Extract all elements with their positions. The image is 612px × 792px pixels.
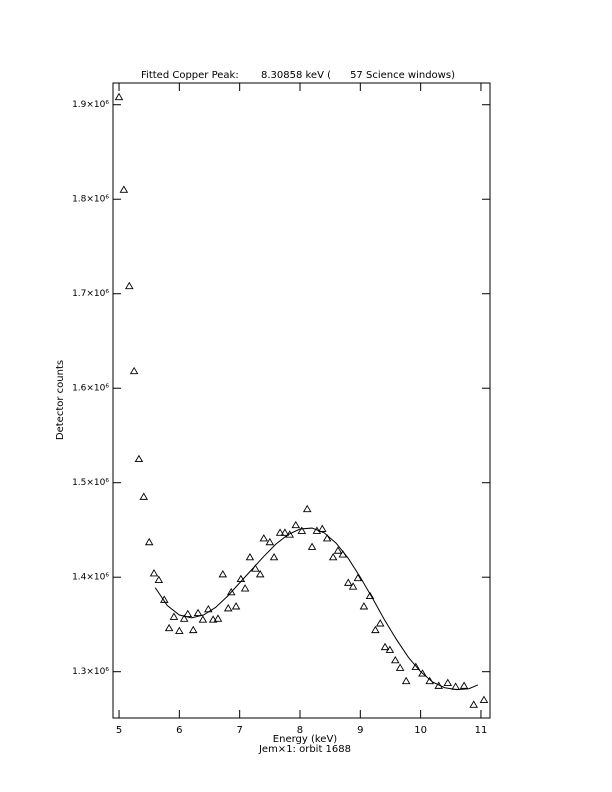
data-point bbox=[459, 681, 469, 689]
data-point bbox=[179, 614, 189, 622]
data-point bbox=[318, 524, 327, 532]
y-tick-label: 1.5×10⁶ bbox=[72, 478, 109, 488]
data-point bbox=[218, 569, 228, 578]
x-tick-label: 8 bbox=[297, 725, 303, 736]
data-point bbox=[119, 185, 129, 193]
data-point bbox=[291, 520, 301, 529]
data-point bbox=[159, 595, 169, 603]
data-point bbox=[333, 546, 343, 554]
x-tick-label: 6 bbox=[176, 725, 182, 736]
data-point bbox=[302, 504, 312, 513]
y-axis-label: Detector counts bbox=[55, 360, 66, 440]
y-tick-label: 1.9×10⁶ bbox=[72, 100, 109, 110]
x-tick-label: 10 bbox=[414, 725, 427, 736]
y-tick-label: 1.8×10⁶ bbox=[72, 195, 109, 205]
data-point bbox=[169, 612, 179, 620]
data-point bbox=[371, 625, 380, 634]
data-point bbox=[365, 591, 375, 600]
data-point bbox=[231, 602, 241, 610]
y-tick-label: 1.7×10⁶ bbox=[72, 289, 109, 299]
data-point bbox=[223, 603, 233, 612]
data-point bbox=[139, 492, 149, 500]
data-point bbox=[297, 526, 307, 534]
data-point bbox=[443, 678, 453, 686]
subtitle: Jem×1: orbit 1688 bbox=[258, 744, 351, 755]
data-point bbox=[385, 645, 395, 653]
data-point bbox=[343, 578, 353, 586]
x-tick-label: 11 bbox=[475, 725, 488, 736]
x-axis-label: Energy (keV) bbox=[273, 734, 338, 745]
data-point bbox=[213, 614, 223, 622]
data-point bbox=[322, 534, 332, 542]
data-point bbox=[226, 587, 236, 596]
data-point bbox=[144, 537, 154, 546]
data-point bbox=[193, 608, 203, 617]
data-point bbox=[175, 626, 184, 635]
data-point bbox=[353, 573, 363, 582]
data-point bbox=[125, 281, 134, 290]
data-point bbox=[395, 663, 405, 671]
data-point bbox=[134, 454, 144, 463]
data-point bbox=[245, 552, 255, 561]
data-point bbox=[307, 542, 317, 550]
data-point bbox=[188, 625, 198, 634]
data-point bbox=[259, 534, 269, 542]
data-point bbox=[164, 623, 174, 632]
data-point bbox=[198, 615, 208, 623]
data-point bbox=[469, 700, 478, 708]
chart-title: Fitted Copper Peak: 8.30858 keV ( 57 Sci… bbox=[141, 70, 455, 81]
y-tick-label: 1.6×10⁶ bbox=[72, 384, 109, 394]
data-point bbox=[479, 695, 489, 703]
x-tick-label: 9 bbox=[357, 725, 363, 736]
x-tick-label: 5 bbox=[116, 725, 122, 736]
data-point bbox=[391, 655, 400, 664]
data-point bbox=[375, 619, 385, 627]
x-tick-label: 7 bbox=[236, 725, 242, 736]
plot-frame bbox=[112, 82, 491, 719]
data-point bbox=[265, 537, 275, 546]
data-point bbox=[255, 569, 265, 578]
data-point bbox=[401, 676, 411, 685]
data-point bbox=[280, 528, 290, 536]
data-point bbox=[328, 552, 338, 561]
fit-line bbox=[154, 527, 479, 691]
data-point bbox=[411, 662, 421, 670]
data-point bbox=[269, 552, 279, 561]
y-tick-label: 1.4×10⁶ bbox=[72, 573, 109, 583]
data-point bbox=[208, 615, 218, 623]
data-point bbox=[275, 528, 285, 536]
data-point bbox=[359, 602, 369, 610]
y-tick-label: 1.3×10⁶ bbox=[72, 667, 109, 677]
data-point bbox=[129, 366, 139, 375]
data-point bbox=[348, 582, 358, 590]
data-point bbox=[380, 642, 390, 651]
data-point bbox=[240, 584, 250, 592]
data-point bbox=[149, 569, 159, 577]
data-point bbox=[114, 92, 124, 101]
data-point bbox=[154, 575, 164, 583]
data-point bbox=[418, 669, 427, 677]
